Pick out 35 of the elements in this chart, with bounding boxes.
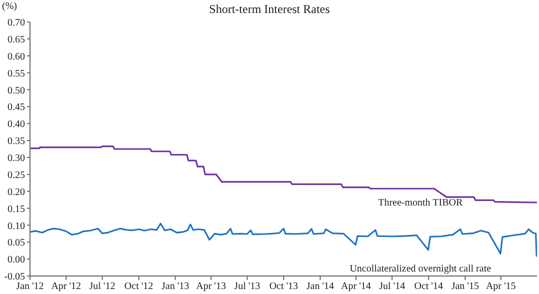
x-tick-label: Jan '13	[161, 281, 190, 292]
x-tick-label: Oct '12	[124, 281, 154, 292]
x-tick-label: Jan '15	[451, 281, 479, 292]
y-tick-label: 0.05	[8, 238, 25, 249]
x-tick-label: Apr '15	[486, 281, 516, 292]
series-label: Three-month TIBOR	[378, 197, 463, 208]
y-tick-label: 0.45	[8, 102, 25, 114]
y-axis-title: (%)	[2, 1, 17, 12]
y-tick-label: 0.55	[8, 68, 25, 80]
y-tick-label: 0.35	[8, 136, 25, 148]
y-tick-label: 0.70	[8, 18, 25, 29]
series-label: Uncollateralized overnight call rate	[350, 264, 492, 275]
x-tick-label: Jul '14	[379, 281, 406, 292]
x-tick-label: Apr '13	[196, 281, 226, 292]
x-tick-label: Oct '13	[269, 281, 298, 292]
x-tick-label: Oct '14	[414, 281, 443, 292]
line-series	[30, 222, 537, 258]
y-tick-label: 0.65	[8, 34, 25, 46]
y-tick-label: 0.50	[8, 85, 25, 96]
y-tick-label: -0.05	[4, 272, 25, 283]
y-tick-label: 0.60	[8, 51, 25, 62]
x-tick-label: Jan '14	[306, 281, 334, 292]
x-tick-label: Jan '12	[16, 281, 44, 292]
y-tick-label: 0.00	[8, 254, 25, 266]
y-tick-label: 0.10	[8, 220, 25, 232]
y-tick-label: 0.15	[8, 204, 25, 215]
x-tick-label: Jul '12	[89, 281, 116, 292]
x-tick-label: Apr '12	[51, 281, 82, 292]
x-tick-label: Apr '14	[341, 281, 371, 292]
chart-title: Short-term Interest Rates	[209, 2, 330, 16]
y-tick-label: 0.20	[8, 186, 25, 198]
y-tick-label: 0.25	[8, 170, 25, 181]
y-tick-label: 0.40	[8, 119, 25, 130]
y-tick-label: 0.30	[8, 153, 25, 164]
x-tick-label: Jul '13	[234, 281, 260, 292]
